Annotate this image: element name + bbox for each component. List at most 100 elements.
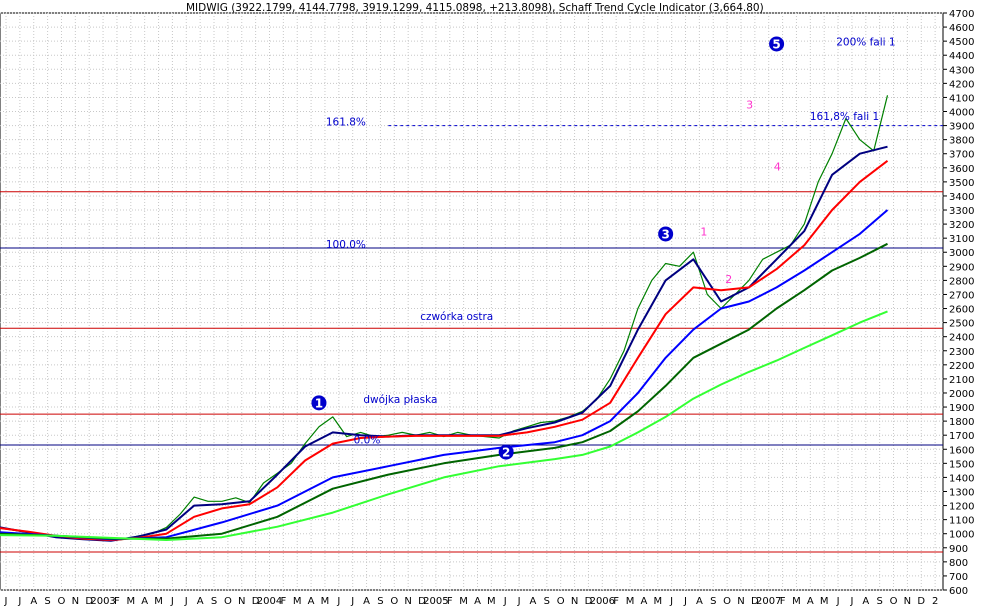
- series-line-3: [0, 160, 889, 541]
- x-tick-label: A: [197, 596, 204, 607]
- y-tick-label: 3800: [949, 136, 974, 147]
- x-tick-label: D: [85, 596, 93, 607]
- y-tick-label: 4200: [949, 79, 974, 90]
- series-line-4: [0, 209, 889, 541]
- x-tick-label: N: [737, 596, 744, 607]
- x-tick-label: D: [418, 596, 426, 607]
- x-tick-label: A: [308, 596, 315, 607]
- y-tick-label: 3000: [949, 248, 974, 259]
- x-tick-label: J: [503, 596, 507, 607]
- x-tick-label: J: [517, 596, 521, 607]
- x-tick-label: O: [390, 596, 398, 607]
- y-tick-label: 1100: [949, 516, 974, 527]
- wave-marker-label: 5: [772, 37, 780, 51]
- x-tick-label: M: [126, 596, 135, 607]
- x-tick-label: N: [404, 596, 411, 607]
- chart-title: MIDWIG (3922.1799, 4144.7798, 3919.1299,…: [186, 2, 764, 14]
- wave-marker-label: 1: [315, 396, 323, 410]
- annotation-text: 200% fali 1: [836, 36, 895, 48]
- y-tick-label: 1000: [949, 530, 974, 541]
- x-tick-label: 2005: [423, 596, 448, 607]
- y-tick-label: 2200: [949, 361, 974, 372]
- annotation-text: 161.8%: [326, 117, 366, 129]
- sub-wave-label: 1: [700, 225, 707, 238]
- x-tick-label: M: [293, 596, 302, 607]
- x-tick-label: M: [321, 596, 330, 607]
- x-tick-label: N: [72, 596, 79, 607]
- wave-marker: [498, 444, 514, 460]
- y-tick-label: 2800: [949, 276, 974, 287]
- x-tick-label: A: [141, 596, 148, 607]
- x-tick-label: D: [751, 596, 759, 607]
- y-tick-label: 2400: [949, 333, 974, 344]
- x-tick-label: J: [170, 596, 174, 607]
- y-tick-label: 900: [949, 544, 968, 555]
- x-tick-label: A: [640, 596, 647, 607]
- y-tick-label: 4100: [949, 93, 974, 104]
- y-tick-label: 4000: [949, 108, 974, 119]
- annotation-text: dwójka płaska: [363, 394, 437, 406]
- wave-marker: [658, 226, 674, 242]
- y-tick-label: 4700: [949, 9, 974, 20]
- y-tick-label: 4400: [949, 51, 974, 62]
- x-tick-label: M: [820, 596, 829, 607]
- y-tick-label: 2900: [949, 262, 974, 273]
- wave-marker-label: 2: [502, 446, 510, 460]
- x-tick-label: A: [696, 596, 703, 607]
- x-tick-label: O: [557, 596, 565, 607]
- annotation-text: 0.0%: [354, 435, 381, 447]
- y-tick-label: 2700: [949, 290, 974, 301]
- y-tick-label: 1200: [949, 502, 974, 513]
- x-tick-label: 2007: [756, 596, 781, 607]
- x-tick-label: S: [710, 596, 716, 607]
- x-tick-label: O: [723, 596, 731, 607]
- annotation-text: 161,8% fali 1: [810, 111, 879, 123]
- sub-wave-label: 3: [746, 99, 753, 112]
- x-tick-label: M: [154, 596, 163, 607]
- x-tick-label: O: [58, 596, 66, 607]
- x-tick-label: N: [238, 596, 245, 607]
- x-tick-label: S: [876, 596, 882, 607]
- x-tick-label: M: [653, 596, 662, 607]
- x-tick-label: J: [849, 596, 853, 607]
- x-tick-label: S: [211, 596, 217, 607]
- x-tick-label: D: [252, 596, 260, 607]
- x-tick-label: M: [459, 596, 468, 607]
- y-tick-label: 800: [949, 558, 968, 569]
- y-tick-label: 1700: [949, 431, 974, 442]
- x-tick-label: M: [487, 596, 496, 607]
- y-tick-label: 2600: [949, 305, 974, 316]
- x-tick-label: J: [4, 596, 8, 607]
- x-tick-label: O: [224, 596, 232, 607]
- x-tick-label: N: [571, 596, 578, 607]
- x-tick-label: J: [683, 596, 687, 607]
- x-tick-label: S: [377, 596, 383, 607]
- y-tick-label: 700: [949, 572, 968, 583]
- x-tick-label: J: [184, 596, 188, 607]
- y-tick-label: 2300: [949, 347, 974, 358]
- y-tick-label: 3500: [949, 178, 974, 189]
- y-tick-label: 1900: [949, 403, 974, 414]
- y-tick-label: 3400: [949, 192, 974, 203]
- series-line-6: [0, 310, 888, 541]
- y-tick-label: 1300: [949, 487, 974, 498]
- x-tick-label: J: [669, 596, 673, 607]
- y-tick-label: 1800: [949, 417, 974, 428]
- y-tick-label: 3300: [949, 206, 974, 217]
- x-tick-label: N: [904, 596, 911, 607]
- x-tick-label: J: [836, 596, 840, 607]
- sub-wave-label: 4: [774, 161, 781, 174]
- x-tick-label: J: [17, 596, 21, 607]
- x-tick-label: J: [336, 596, 340, 607]
- x-tick-label: 2: [932, 596, 938, 607]
- wave-marker-label: 3: [661, 227, 669, 241]
- x-tick-label: D: [917, 596, 925, 607]
- plot-area: [0, 12, 944, 591]
- x-tick-label: F: [613, 596, 619, 607]
- x-tick-label: A: [862, 596, 869, 607]
- y-tick-label: 4300: [949, 65, 974, 76]
- y-tick-label: 2100: [949, 375, 974, 386]
- x-tick-label: A: [30, 596, 37, 607]
- y-tick-label: 3200: [949, 220, 974, 231]
- x-tick-label: O: [890, 596, 898, 607]
